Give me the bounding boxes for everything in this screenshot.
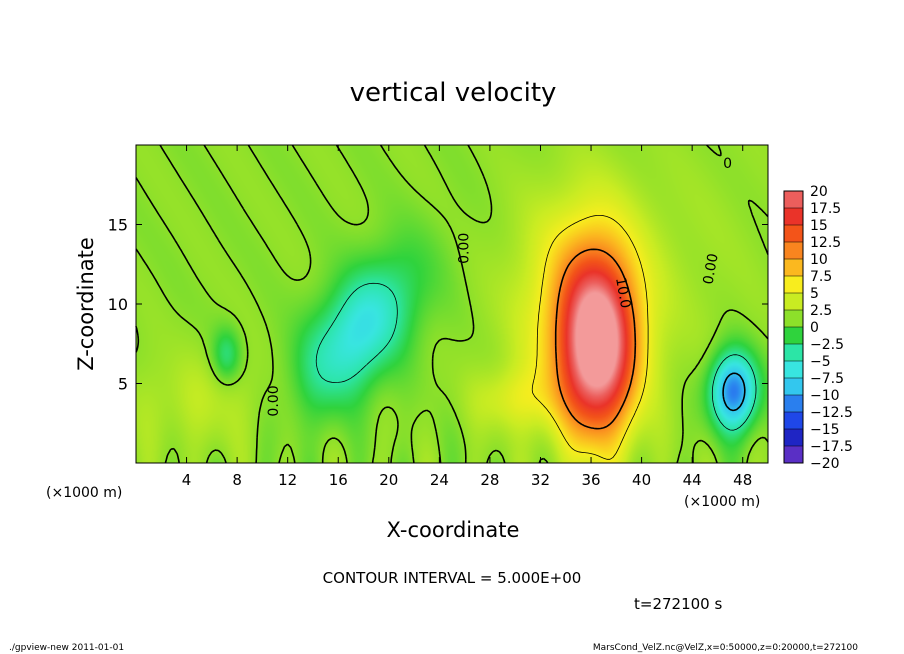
- contour-lines: [135, 144, 769, 464]
- x-unit-left: (×1000 m): [46, 485, 122, 501]
- colorbar-label-10: −5: [810, 354, 831, 370]
- colorbar: 2017.51512.5107.552.50−2.5−5−7.5−10−12.5…: [783, 184, 853, 472]
- y-tick-label-10: 10: [108, 295, 128, 314]
- colorbar-band-0: [784, 191, 803, 209]
- colorbar-label-1: 17.5: [810, 201, 841, 217]
- contour-10: [554, 248, 637, 430]
- colorbar-band-15: [784, 446, 803, 464]
- contour-minus-5: [315, 282, 757, 431]
- x-tick-label-48: 48: [733, 471, 752, 489]
- x-tick-label-44: 44: [683, 471, 702, 489]
- colorbar-band-8: [784, 327, 803, 345]
- colorbar-label-11: −7.5: [810, 371, 844, 387]
- contour-minus-10: [722, 372, 746, 412]
- colorbar-label-16: −20: [810, 456, 840, 472]
- x-axis-ticks: 4 8 12 16 20 24 28 32 36 40 44 48: [182, 145, 752, 489]
- x-tick-label-36: 36: [581, 471, 600, 489]
- x-tick-label-24: 24: [430, 471, 449, 489]
- colorbar-band-9: [784, 344, 803, 362]
- colorbar-label-3: 12.5: [810, 235, 841, 251]
- velocity-field: [136, 145, 768, 463]
- y-tick-label-15: 15: [108, 216, 128, 235]
- colorbar-label-12: −10: [810, 388, 840, 404]
- colorbar-label-8: 0: [810, 320, 819, 336]
- colorbar-label-5: 7.5: [810, 269, 832, 285]
- colorbar-band-7: [784, 310, 803, 328]
- x-tick-label-32: 32: [531, 471, 550, 489]
- y-axis-label: Z-coordinate: [74, 237, 98, 371]
- time-text: t=272100 s: [634, 595, 722, 613]
- colorbar-band-2: [784, 225, 803, 243]
- x-tick-label-16: 16: [329, 471, 348, 489]
- contour-interval-text: CONTOUR INTERVAL = 5.000E+00: [323, 569, 582, 587]
- contour-label-0: 0.00: [457, 233, 473, 264]
- colorbar-band-6: [784, 293, 803, 311]
- colorbar-label-6: 5: [810, 286, 819, 302]
- contour-labels: 0.00 10.0 0.00 0.00 0: [266, 156, 732, 416]
- contour-label-2: 0.00: [701, 252, 722, 285]
- colorbar-band-10: [784, 361, 803, 379]
- x-axis-label: X-coordinate: [387, 518, 520, 542]
- colorbar-band-13: [784, 412, 803, 430]
- colorbar-label-4: 10: [810, 252, 828, 268]
- colorbar-band-3: [784, 242, 803, 260]
- x-tick-label-4: 4: [182, 471, 192, 489]
- y-tick-label-5: 5: [118, 375, 128, 394]
- contour-5: [531, 215, 649, 460]
- x-tick-label-28: 28: [480, 471, 499, 489]
- colorbar-label-0: 20: [810, 184, 828, 200]
- chart-title: vertical velocity: [350, 78, 557, 108]
- colorbar-label-9: −2.5: [810, 337, 844, 353]
- plot-area: 0.00 10.0 0.00 0.00 0: [135, 144, 769, 464]
- y-axis-ticks: 5 10 15: [108, 216, 768, 394]
- contour-label-3: 0.00: [266, 385, 282, 416]
- x-unit-right: (×1000 m): [684, 494, 760, 510]
- colorbar-band-14: [784, 429, 803, 447]
- contour-label-4: 0: [723, 156, 732, 172]
- contour-label-1: 10.0: [612, 276, 633, 309]
- colorbar-band-12: [784, 395, 803, 413]
- x-tick-label-12: 12: [278, 471, 297, 489]
- colorbar-band-1: [784, 208, 803, 226]
- colorbar-band-4: [784, 259, 803, 277]
- colorbar-band-5: [784, 276, 803, 294]
- x-tick-label-8: 8: [232, 471, 242, 489]
- colorbar-label-13: −12.5: [810, 405, 853, 421]
- colorbar-label-15: −17.5: [810, 439, 853, 455]
- footer-left: ./gpview-new 2011-01-01: [9, 643, 124, 653]
- x-tick-label-40: 40: [632, 471, 651, 489]
- colorbar-label-7: 2.5: [810, 303, 832, 319]
- contour-zero: [135, 144, 769, 464]
- colorbar-label-14: −15: [810, 422, 840, 438]
- colorbar-label-2: 15: [810, 218, 828, 234]
- colorbar-band-11: [784, 378, 803, 396]
- x-tick-label-20: 20: [379, 471, 398, 489]
- footer-right: MarsCond_VelZ.nc@VelZ,x=0:50000,z=0:2000…: [593, 643, 858, 653]
